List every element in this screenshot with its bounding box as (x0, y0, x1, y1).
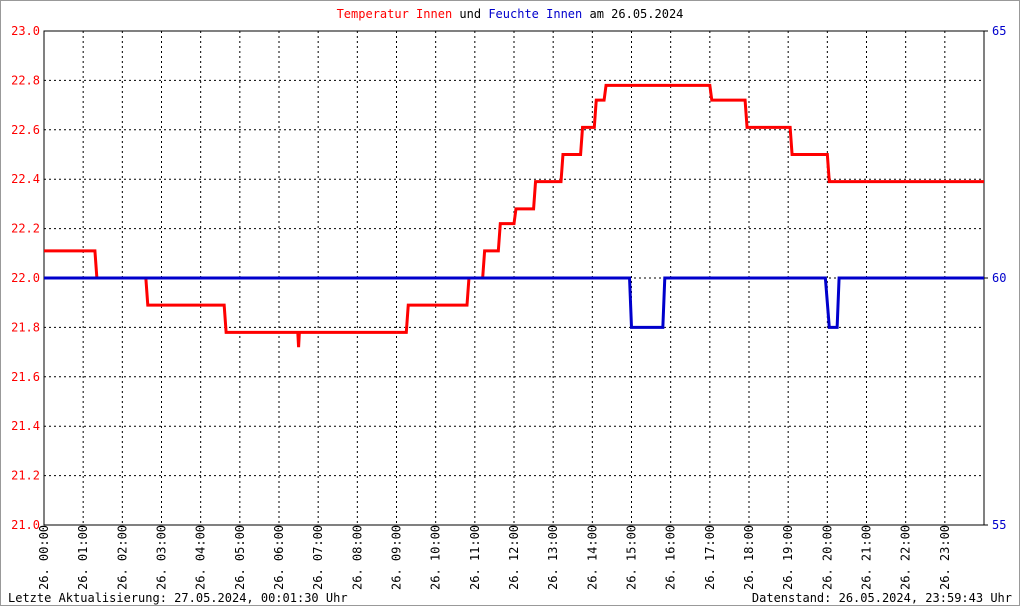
x-tick-label: 26. 11:00 (468, 525, 482, 590)
data-line (44, 83, 984, 348)
x-tick-label: 26. 18:00 (742, 525, 756, 590)
y2-tick-label: 65 (992, 24, 1006, 38)
x-tick-label: 26. 06:00 (272, 525, 286, 590)
y-tick-label: 22.6 (11, 123, 40, 137)
x-tick-label: 26. 01:00 (76, 525, 90, 590)
x-tick-label: 26. 15:00 (625, 525, 639, 590)
y-tick-label: 21.8 (11, 320, 40, 334)
data-line (44, 276, 984, 329)
title-part: Feuchte Innen (488, 7, 582, 21)
x-tick-label: 26. 05:00 (233, 525, 247, 590)
title-part: am 26.05.2024 (589, 7, 683, 21)
x-tick-label: 26. 16:00 (664, 525, 678, 590)
title-part: und (459, 7, 481, 21)
title-part: Temperatur Innen (337, 7, 453, 21)
x-tick-label: 26. 02:00 (115, 525, 129, 590)
x-tick-label: 26. 08:00 (350, 525, 364, 590)
x-tick-label: 26. 04:00 (194, 525, 208, 590)
y-tick-label: 21.0 (11, 518, 40, 532)
x-tick-label: 26. 19:00 (781, 525, 795, 590)
x-tick-label: 26. 20:00 (820, 525, 834, 590)
x-tick-label: 26. 03:00 (155, 525, 169, 590)
x-tick-label: 26. 23:00 (938, 525, 952, 590)
y-tick-label: 21.6 (11, 370, 40, 384)
x-tick-label: 26. 22:00 (899, 525, 913, 590)
y-tick-label: 22.2 (11, 222, 40, 236)
x-tick-label: 26. 17:00 (703, 525, 717, 590)
chart-title: Temperatur Innen und Feuchte Innen am 26… (337, 7, 684, 21)
x-tick-label: 26. 10:00 (429, 525, 443, 590)
footer: Letzte Aktualisierung: 27.05.2024, 00:01… (8, 591, 348, 605)
y-tick-label: 21.4 (11, 419, 40, 433)
y-tick-label: 22.0 (11, 271, 40, 285)
y2-tick-label: 55 (992, 518, 1006, 532)
x-tick-label: 26. 12:00 (507, 525, 521, 590)
y-tick-label: 22.4 (11, 172, 40, 186)
y-tick-label: 21.2 (11, 469, 40, 483)
y-tick-label: 23.0 (11, 24, 40, 38)
y-tick-label: 22.8 (11, 73, 40, 87)
x-tick-label: 26. 13:00 (546, 525, 560, 590)
x-tick-label: 26. 21:00 (860, 525, 874, 590)
y2-tick-label: 60 (992, 271, 1006, 285)
x-tick-label: 26. 09:00 (390, 525, 404, 590)
x-tick-label: 26. 00:00 (37, 525, 51, 590)
x-tick-label: 26. 07:00 (311, 525, 325, 590)
footer: Datenstand: 26.05.2024, 23:59:43 Uhr (752, 591, 1012, 605)
x-tick-label: 26. 14:00 (585, 525, 599, 590)
